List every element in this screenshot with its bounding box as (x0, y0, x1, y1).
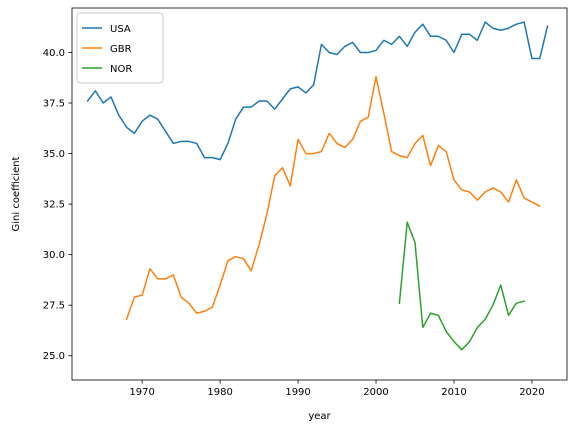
x-tick-label: 2010 (441, 387, 466, 398)
x-tick-label: 2020 (519, 387, 544, 398)
y-tick-label: 40.0 (43, 48, 65, 59)
y-tick-label: 25.0 (43, 351, 65, 362)
y-axis-label: Gini coefficient (11, 156, 22, 231)
x-tick-label: 2000 (363, 387, 388, 398)
y-tick-label: 27.5 (43, 301, 65, 312)
x-tick-label: 1990 (285, 387, 310, 398)
y-tick-label: 32.5 (43, 200, 65, 211)
series-line-usa (86, 21, 549, 161)
legend-label-gbr: GBR (110, 44, 132, 55)
y-tick-label: 30.0 (43, 250, 65, 261)
series-line-nor (398, 221, 526, 351)
x-tick-label: 1970 (129, 387, 154, 398)
legend: USA GBR NOR (76, 12, 164, 84)
y-tick-label: 37.5 (43, 99, 65, 110)
y-axis: 25.0 27.5 30.0 32.5 35.0 37.5 40.0 (43, 48, 72, 362)
x-tick-label: 1980 (207, 387, 232, 398)
legend-box (76, 12, 164, 84)
legend-label-usa: USA (110, 24, 131, 35)
legend-label-nor: NOR (110, 64, 132, 75)
series-line-gbr (125, 75, 541, 321)
series-layer (86, 21, 549, 351)
plot-frame (71, 7, 568, 381)
y-tick-label: 35.0 (43, 149, 65, 160)
x-axis-label: year (308, 411, 331, 422)
x-axis: 1970 1980 1990 2000 2010 2020 (129, 380, 545, 398)
